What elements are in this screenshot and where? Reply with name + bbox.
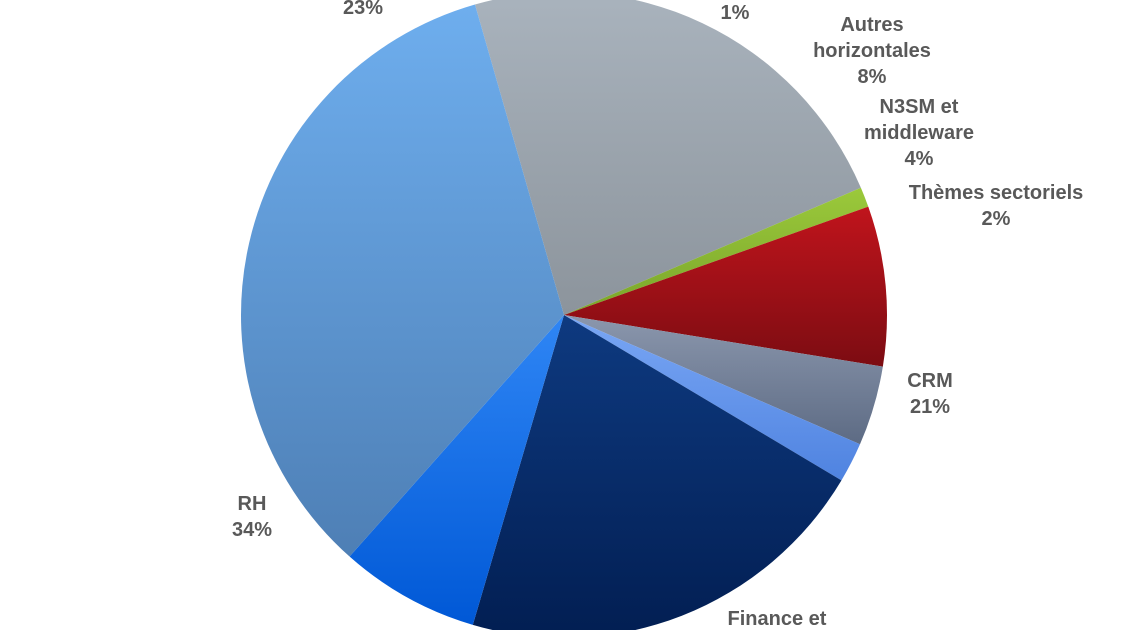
slice-label-line: middleware: [864, 122, 974, 144]
pie-slice-unlabeled-0: [474, 0, 861, 315]
pie-slice-n3sm-et-middleware: [564, 315, 883, 445]
pie-slice-finance-et: [349, 315, 564, 625]
slice-label-line: 1%: [721, 2, 750, 24]
slice-label: Thèmes sectoriels 2%: [909, 182, 1084, 230]
slices-layer: [240, 0, 888, 630]
slice-label-line: Finance et: [728, 608, 827, 630]
slice-label-line: Autres: [840, 14, 903, 36]
slice-label-line: 8%: [858, 66, 887, 88]
pie-slice-rh: [240, 4, 564, 557]
slice-label-line: 21%: [910, 396, 950, 418]
slice-label: RH 34%: [232, 493, 272, 541]
slice-label-line: N3SM et: [880, 96, 959, 118]
slice-label: N3SM et middleware 4%: [864, 96, 974, 170]
slice-label: CRM 21%: [907, 370, 953, 418]
pie-slice-autres-horizontales: [564, 206, 888, 367]
slice-label: 1%: [721, 2, 750, 24]
pie-slice-unlabeled-1: [564, 187, 869, 315]
slice-label-line: 23%: [343, 0, 383, 19]
slice-label: Finance et: [728, 608, 827, 630]
slice-label-line: 34%: [232, 519, 272, 541]
slice-label: 23%: [343, 0, 383, 19]
pie-slice-crm: [472, 315, 842, 630]
slice-label-line: Thèmes sectoriels: [909, 182, 1084, 204]
labels-layer: 23% 1% Autres horizontales 8% N3SM et middlewa…: [232, 0, 1083, 630]
slice-label-line: 4%: [905, 148, 934, 170]
slice-label-line: RH: [238, 493, 267, 515]
slice-label: Autres horizontales 8%: [813, 14, 931, 88]
slice-label-line: CRM: [907, 370, 953, 392]
slice-label-line: horizontales: [813, 40, 931, 62]
pie-slice-th-mes-sectoriels: [564, 315, 860, 481]
slice-label-line: 2%: [982, 208, 1011, 230]
